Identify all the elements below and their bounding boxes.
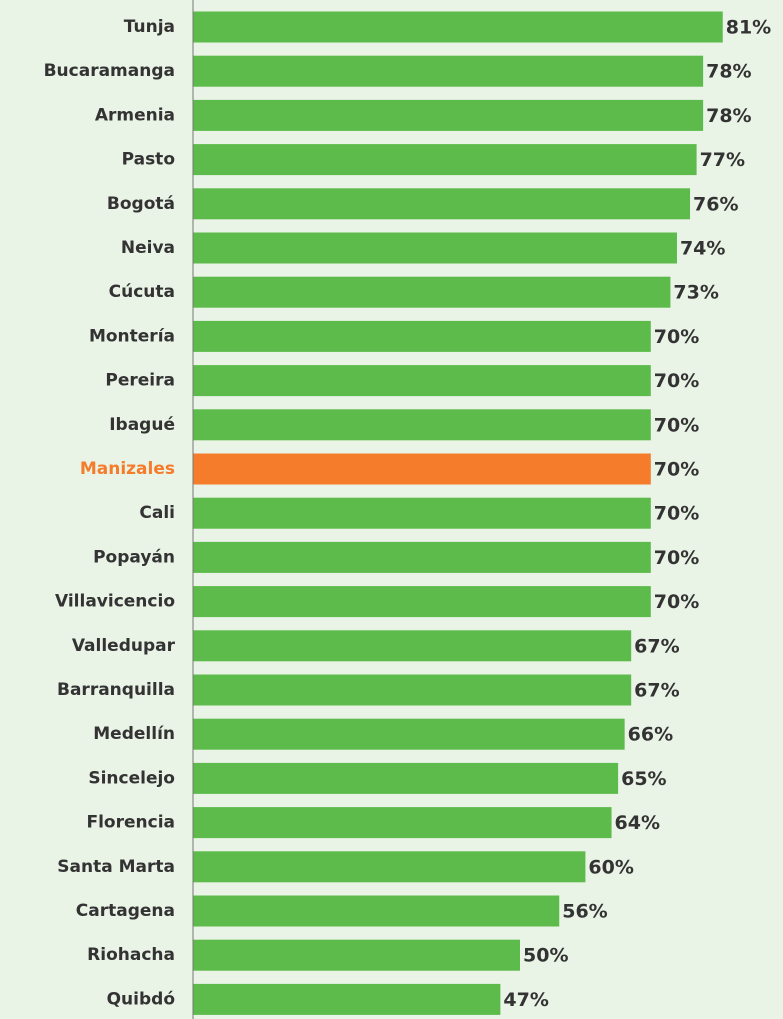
category-label: Bogotá bbox=[107, 194, 175, 214]
value-label: 70% bbox=[654, 370, 699, 392]
category-label: Neiva bbox=[121, 238, 175, 258]
value-label: 50% bbox=[523, 945, 568, 967]
value-label: 78% bbox=[706, 105, 751, 127]
category-label: Manizales bbox=[80, 459, 175, 479]
category-label: Armenia bbox=[95, 105, 175, 125]
bar bbox=[193, 718, 625, 750]
bar bbox=[193, 409, 651, 441]
value-label: 64% bbox=[615, 812, 660, 834]
category-label: Popayán bbox=[93, 547, 175, 567]
category-label: Barranquilla bbox=[57, 680, 175, 700]
category-label: Sincelejo bbox=[88, 768, 175, 788]
value-label: 60% bbox=[588, 856, 633, 878]
value-label: 47% bbox=[503, 989, 548, 1011]
value-label: 70% bbox=[654, 459, 699, 481]
category-label: Cúcuta bbox=[109, 282, 175, 302]
value-label: 70% bbox=[654, 547, 699, 569]
value-label: 70% bbox=[654, 503, 699, 525]
bar bbox=[193, 895, 560, 927]
category-label: Villavicencio bbox=[55, 592, 175, 612]
category-label: Bucaramanga bbox=[44, 61, 175, 81]
bar bbox=[193, 232, 677, 264]
category-label: Cali bbox=[139, 503, 175, 523]
bar bbox=[193, 144, 697, 176]
bar bbox=[193, 939, 520, 971]
bar bbox=[193, 276, 671, 308]
category-label: Montería bbox=[89, 326, 175, 346]
value-label: 66% bbox=[628, 724, 673, 746]
category-label: Valledupar bbox=[72, 636, 176, 656]
value-label: 76% bbox=[693, 193, 738, 215]
value-label: 70% bbox=[654, 326, 699, 348]
value-label: 70% bbox=[654, 591, 699, 613]
bar bbox=[193, 851, 586, 883]
category-label: Tunja bbox=[124, 17, 175, 37]
bar bbox=[193, 674, 632, 706]
category-label: Cartagena bbox=[76, 901, 175, 921]
value-label: 67% bbox=[634, 635, 679, 657]
bar bbox=[193, 55, 704, 87]
category-label: Quibdó bbox=[107, 989, 175, 1009]
bar bbox=[193, 762, 619, 794]
bar bbox=[193, 99, 704, 131]
value-label: 70% bbox=[654, 414, 699, 436]
bar bbox=[193, 586, 651, 618]
bar bbox=[193, 188, 691, 220]
value-label: 81% bbox=[726, 17, 771, 39]
bar bbox=[193, 453, 651, 485]
bar bbox=[193, 320, 651, 352]
value-label: 67% bbox=[634, 680, 679, 702]
bar bbox=[193, 541, 651, 573]
value-label: 65% bbox=[621, 768, 666, 790]
bar bbox=[193, 630, 632, 662]
value-label: 77% bbox=[700, 149, 745, 171]
category-label: Santa Marta bbox=[57, 857, 175, 877]
category-label: Pasto bbox=[122, 150, 175, 170]
category-label: Ibagué bbox=[109, 415, 175, 435]
bar bbox=[193, 807, 612, 839]
category-label: Florencia bbox=[86, 813, 175, 833]
category-label: Riohacha bbox=[87, 945, 175, 965]
value-label: 56% bbox=[562, 901, 607, 923]
category-label: Medellín bbox=[93, 724, 175, 744]
category-label: Pereira bbox=[105, 371, 175, 391]
bar bbox=[193, 11, 723, 43]
value-label: 74% bbox=[680, 238, 725, 260]
bar bbox=[193, 983, 501, 1015]
value-label: 78% bbox=[706, 61, 751, 83]
bar bbox=[193, 365, 651, 397]
value-label: 73% bbox=[673, 282, 718, 304]
bar bbox=[193, 497, 651, 529]
